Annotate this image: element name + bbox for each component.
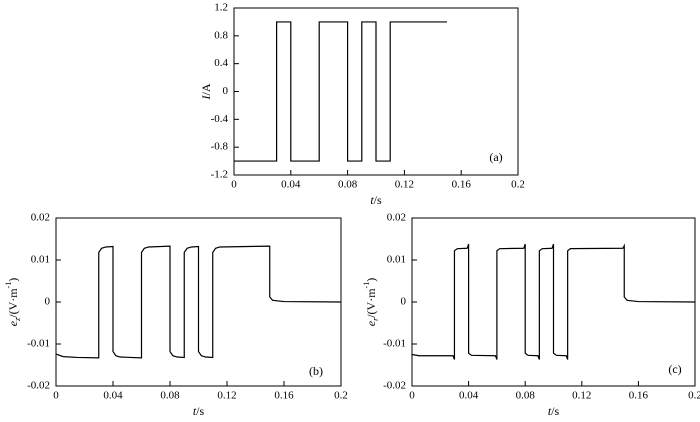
- y-tick-label: 0: [223, 85, 229, 97]
- x-tick-label: 0.08: [516, 390, 536, 402]
- y-axis-label-part: ): [364, 278, 378, 282]
- y-axis-label-part: r: [371, 317, 380, 321]
- y-tick-label: -0.02: [27, 380, 50, 392]
- y-axis-label-part: ): [6, 278, 20, 282]
- x-axis-label-part: t: [370, 193, 374, 207]
- y-axis-label-part: I: [199, 95, 213, 101]
- y-tick-label: 0.01: [387, 254, 406, 266]
- y-tick-label: 0.01: [31, 254, 50, 266]
- y-tick-label: 0.4: [214, 57, 228, 69]
- x-axis-label-part: t: [548, 404, 552, 418]
- x-tick-label: 0.16: [274, 390, 294, 402]
- x-tick-label: 0.04: [281, 179, 301, 191]
- y-axis-label-part: e: [364, 320, 378, 326]
- x-axis-label-part: /s: [374, 193, 382, 207]
- y-tick-label: 0.02: [387, 212, 406, 224]
- data-line: [234, 21, 447, 162]
- x-tick-label: 0.16: [629, 390, 649, 402]
- y-axis-label-part: e: [6, 320, 20, 326]
- y-axis-label-part: /A: [199, 83, 213, 95]
- x-tick-label: 0.04: [103, 390, 123, 402]
- x-axis-label-part: /s: [196, 404, 204, 418]
- y-axis-label-part: /(V·m: [6, 288, 20, 318]
- y-axis-label-part: z: [13, 317, 22, 322]
- x-tick-label: 0.16: [452, 179, 472, 191]
- y-axis-label-part: /(V·m: [364, 288, 378, 318]
- data-line: [55, 245, 342, 359]
- y-axis-label-part: -1: [362, 282, 371, 289]
- y-tick-label: -0.02: [383, 380, 406, 392]
- x-axis-label: t/s: [370, 193, 382, 207]
- x-tick-label: 0: [231, 179, 237, 191]
- x-axis-label: t/s: [548, 404, 560, 418]
- y-axis-label: I/A: [199, 83, 213, 100]
- y-axis-label-part: -1: [4, 282, 13, 289]
- x-tick-label: 0.12: [395, 179, 414, 191]
- x-axis-label-part: /s: [551, 404, 559, 418]
- panel: 0 0.04 0.08 0.12 0.16 0.2 0.02 0.01 0 -0.01 -0.02 t…: [362, 212, 700, 418]
- y-tick-label: 0.02: [31, 212, 50, 224]
- x-axis-label: t/s: [193, 404, 205, 418]
- y-tick-label: 0: [401, 296, 407, 308]
- y-tick-label: -0.8: [211, 141, 229, 153]
- x-tick-label: 0: [53, 390, 59, 402]
- x-tick-label: 0.2: [334, 390, 348, 402]
- y-tick-label: -1.2: [211, 169, 228, 181]
- data-line: [411, 243, 696, 360]
- y-tick-label: 0.8: [214, 29, 228, 41]
- annotation: (b): [309, 364, 323, 378]
- y-axis-label: er/(V·m-1): [362, 278, 380, 326]
- y-tick-label: 1.2: [214, 2, 228, 14]
- annotation: (a): [489, 150, 502, 164]
- x-tick-label: 0.2: [511, 179, 525, 191]
- panel: 0 0.04 0.08 0.12 0.16 0.2 0.02 0.01 0 -0.01 -0.02 t…: [4, 212, 348, 418]
- y-tick-label: -0.01: [27, 338, 50, 350]
- panel: 0 0.04 0.08 0.12 0.16 0.2 1.2 0.8 0.4 0 -0.4 -0.8 -1…: [199, 2, 525, 207]
- y-tick-label: -0.4: [211, 113, 229, 125]
- x-tick-label: 0: [409, 390, 415, 402]
- y-tick-label: -0.01: [383, 338, 406, 350]
- y-tick-label: 0: [45, 296, 51, 308]
- y-axis-label: ez/(V·m-1): [4, 278, 22, 326]
- x-tick-label: 0.08: [338, 179, 358, 191]
- x-tick-label: 0.04: [459, 390, 479, 402]
- annotation: (c): [668, 362, 681, 376]
- x-tick-label: 0.2: [688, 390, 700, 402]
- x-tick-label: 0.08: [160, 390, 180, 402]
- x-tick-label: 0.12: [572, 390, 591, 402]
- x-tick-label: 0.12: [217, 390, 236, 402]
- x-axis-label-part: t: [193, 404, 197, 418]
